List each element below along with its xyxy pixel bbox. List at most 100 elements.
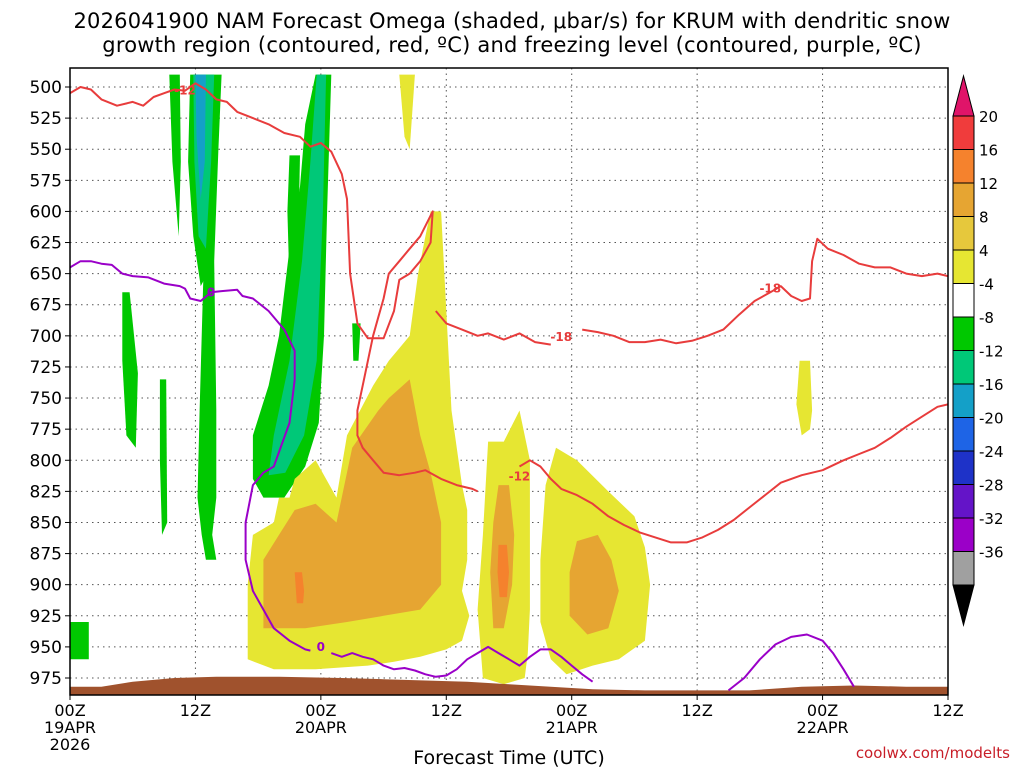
y-tick-label: 925 bbox=[30, 607, 62, 627]
colorbar-swatch bbox=[952, 216, 975, 251]
x-tick-label: 12Z bbox=[681, 701, 712, 720]
omega-region-neg16 bbox=[195, 74, 206, 199]
colorbar-label: -8 bbox=[979, 309, 994, 327]
omega-region-8 bbox=[263, 379, 442, 629]
contour-line-neg12 bbox=[70, 82, 479, 493]
omega-region-12 bbox=[497, 544, 509, 598]
omega-region-neg8 bbox=[197, 261, 217, 560]
omega-region-4 bbox=[399, 74, 415, 150]
x-tick-label: 12Z bbox=[180, 701, 211, 720]
omega-region-neg8 bbox=[122, 292, 138, 448]
x-tick-label: 00Z bbox=[807, 701, 838, 720]
y-tick-label: 600 bbox=[30, 202, 62, 222]
y-tick-label: 725 bbox=[30, 358, 62, 378]
contour-line-neg12 bbox=[518, 403, 948, 544]
y-tick-label: 875 bbox=[30, 545, 62, 565]
colorbar-swatch bbox=[952, 316, 975, 351]
contour-lines bbox=[70, 82, 948, 692]
x-axis-label: Forecast Time (UTC) bbox=[413, 747, 604, 768]
colorbar-swatch bbox=[952, 115, 975, 150]
contour-line-neg18 bbox=[582, 237, 948, 345]
colorbar-label: -20 bbox=[979, 410, 1004, 428]
x-tick-label: 12Z bbox=[932, 701, 963, 720]
colorbar-label: -28 bbox=[979, 477, 1004, 495]
omega-region-4 bbox=[796, 360, 813, 436]
colorbar-label: -16 bbox=[979, 376, 1004, 394]
colorbar-label: -4 bbox=[979, 276, 994, 294]
omega-shading bbox=[70, 74, 813, 685]
colorbar-label: 16 bbox=[979, 142, 998, 160]
y-tick-label: 950 bbox=[30, 638, 62, 658]
x-tick-label: 00Z bbox=[556, 701, 587, 720]
contour-label: -18 bbox=[550, 330, 572, 344]
colorbar-label: 8 bbox=[979, 209, 989, 227]
colorbar-swatch bbox=[952, 517, 975, 552]
y-tick-label: 975 bbox=[30, 669, 62, 689]
colorbar-label: 20 bbox=[979, 108, 998, 126]
colorbar: 20 16 12 8 4 -4 -8 -12 -16 -20 -24 -28 -32 -36 bbox=[952, 74, 1004, 627]
y-tick-label: 525 bbox=[30, 109, 62, 129]
x-tick-label: 12Z bbox=[431, 701, 462, 720]
contour-line-0 bbox=[727, 633, 855, 692]
x-tick-label: 20APR bbox=[295, 718, 347, 737]
omega-region-neg8 bbox=[169, 74, 181, 237]
x-tick-label: 00Z bbox=[54, 701, 85, 720]
colorbar-swatch bbox=[952, 350, 975, 385]
omega-region-neg8 bbox=[352, 323, 361, 361]
colorbar-swatch bbox=[952, 149, 975, 184]
y-tick-label: 850 bbox=[30, 513, 62, 533]
omega-region-neg12 bbox=[268, 74, 327, 476]
x-tick-label: 22APR bbox=[797, 718, 849, 737]
terrain-layer bbox=[70, 676, 948, 695]
omega-region-8 bbox=[569, 534, 619, 635]
y-tick-label: 650 bbox=[30, 265, 62, 285]
colorbar-swatch bbox=[952, 484, 975, 519]
contour-label: -18 bbox=[759, 282, 781, 296]
colorbar-label: -36 bbox=[979, 544, 1004, 562]
contour-line-neg18 bbox=[435, 310, 551, 346]
omega-region-neg8 bbox=[287, 155, 300, 287]
colorbar-swatch bbox=[952, 383, 975, 418]
y-tick-label: 750 bbox=[30, 389, 62, 409]
y-tick-label: 500 bbox=[30, 78, 62, 98]
contour-label: -12 bbox=[509, 469, 531, 483]
colorbar-swatch bbox=[952, 551, 975, 586]
x-tick-label: 00Z bbox=[305, 701, 336, 720]
contour-line-0 bbox=[330, 645, 594, 683]
y-tick-label: 675 bbox=[30, 296, 62, 316]
y-tick-label: 775 bbox=[30, 420, 62, 440]
y-tick-label: 900 bbox=[30, 576, 62, 596]
y-tick-label: 800 bbox=[30, 451, 62, 471]
colorbar-swatch bbox=[952, 417, 975, 452]
colorbar-swatch bbox=[952, 249, 975, 284]
x-tick-label: 2026 bbox=[50, 735, 91, 754]
terrain-surface bbox=[70, 676, 948, 695]
chart-title-line-2: growth region (contoured, red, ºC) and f… bbox=[102, 33, 922, 57]
colorbar-swatch bbox=[952, 283, 975, 318]
colorbar-bottom-arrow bbox=[952, 584, 975, 627]
chart-title-line-1: 2026041900 NAM Forecast Omega (shaded, μ… bbox=[73, 9, 951, 33]
colorbar-label: -24 bbox=[979, 443, 1004, 461]
y-tick-label: 575 bbox=[30, 171, 62, 191]
contour-labels: -12 -12 -18 -18 0 0 bbox=[174, 84, 781, 654]
plot-frame bbox=[69, 67, 949, 696]
contour-label: 0 bbox=[317, 640, 325, 654]
contour-label: 0 bbox=[207, 285, 215, 299]
omega-region-neg8 bbox=[70, 622, 89, 660]
colorbar-top-arrow bbox=[952, 74, 975, 117]
x-tick-label: 19APR bbox=[44, 718, 96, 737]
site-credit: coolwx.com/modelts bbox=[855, 744, 1010, 762]
colorbar-label: -32 bbox=[979, 510, 1004, 528]
y-tick-label: 700 bbox=[30, 327, 62, 347]
colorbar-label: 12 bbox=[979, 175, 998, 193]
y-tick-label: 625 bbox=[30, 234, 62, 254]
colorbar-label: 4 bbox=[979, 242, 989, 260]
y-tick-label: 550 bbox=[30, 140, 62, 160]
y-tick-label: 825 bbox=[30, 482, 62, 502]
contour-line-0 bbox=[70, 260, 311, 652]
omega-region-neg8 bbox=[159, 379, 168, 535]
colorbar-label: -12 bbox=[979, 343, 1004, 361]
contour-label: -12 bbox=[174, 84, 196, 98]
